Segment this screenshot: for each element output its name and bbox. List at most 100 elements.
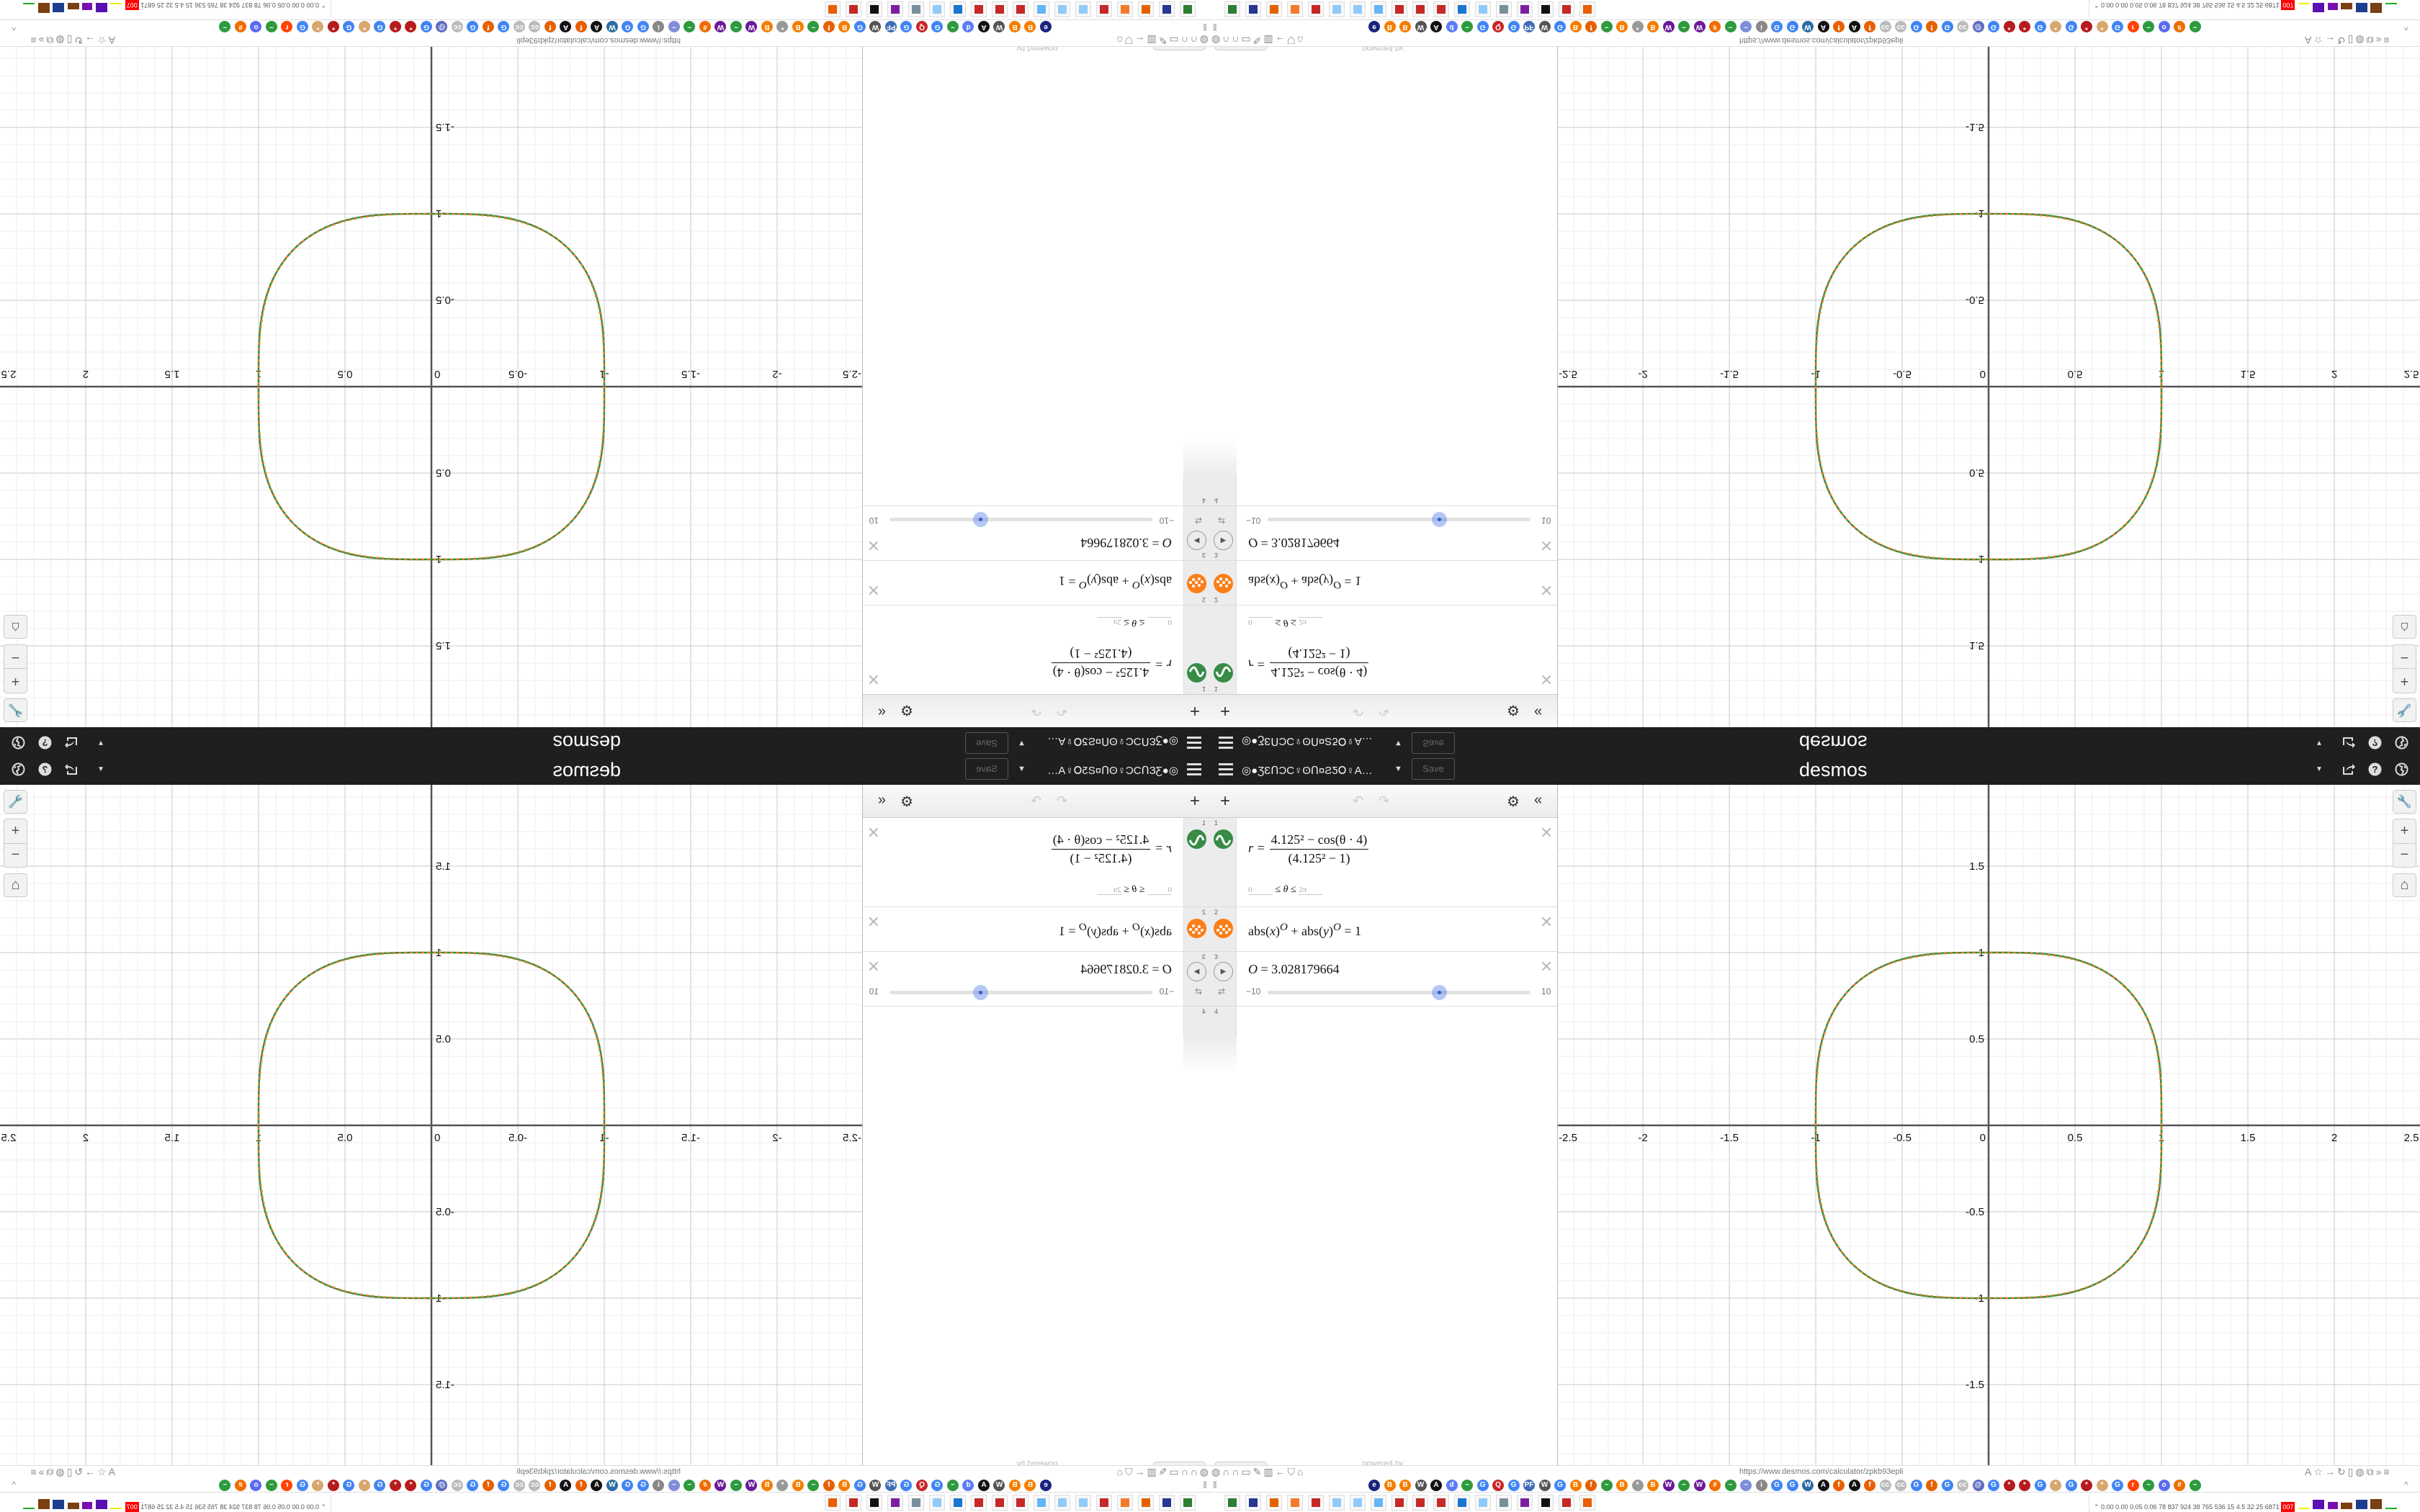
expression-formula[interactable]: r = 4.125² − cos(θ · 4) (4.125² − 1)	[1051, 832, 1172, 866]
domain-min-input[interactable]: 0	[1147, 617, 1172, 626]
bookmark-icon[interactable]: ~	[730, 1480, 742, 1491]
title-dropdown-icon[interactable]: ▼	[1394, 739, 1402, 747]
domain-max-input[interactable]: 2π	[1096, 886, 1121, 895]
implicit-curve-color-icon[interactable]	[1187, 574, 1206, 593]
star-icon[interactable]: ☆	[95, 35, 107, 46]
bookmark-icon[interactable]: ~	[1600, 1480, 1613, 1491]
domain-max-input[interactable]: 2π	[1299, 617, 1324, 626]
bookmark-icon[interactable]: W	[714, 1480, 727, 1491]
redo-button[interactable]: ↷	[1030, 793, 1041, 808]
delete-expression-icon[interactable]: ✕	[866, 958, 880, 976]
bookmark-icon[interactable]: ~	[1461, 21, 1473, 32]
bookmark-icon[interactable]: ~	[2189, 21, 2201, 32]
domain-min-input[interactable]: 0	[1248, 617, 1273, 626]
bookmark-icon[interactable]: W	[1662, 21, 1675, 32]
implicit-curve-color-icon[interactable]	[1214, 919, 1233, 938]
bookmark-icon[interactable]: *	[2096, 1480, 2108, 1491]
expression-formula[interactable]: abs(x)O + abs(y)O = 1	[1248, 922, 1361, 939]
bookmark-icon[interactable]: G	[421, 21, 432, 32]
bookmark-icon[interactable]: *	[359, 21, 370, 32]
slider-thumb[interactable]	[1431, 985, 1447, 1000]
loop-mode-icon[interactable]: ⇄	[1194, 516, 1202, 526]
bookmark-icon[interactable]: B	[1399, 21, 1411, 32]
bookmark-icon[interactable]: G	[1554, 21, 1566, 32]
bookmark-icon[interactable]: W	[606, 21, 618, 32]
forward-icon[interactable]: →	[2324, 35, 2337, 46]
play-slider-button[interactable]: ▶	[1214, 531, 1233, 550]
star-icon[interactable]: ☆	[95, 1466, 107, 1477]
bookmark-icon[interactable]: A	[1817, 1480, 1829, 1491]
bookmark-icon[interactable]: B	[1384, 1480, 1396, 1491]
delete-expression-icon[interactable]: ✕	[1540, 670, 1554, 688]
bookmark-icon[interactable]: Q	[916, 1480, 928, 1491]
slider-thumb[interactable]	[973, 512, 989, 527]
translate-icon[interactable]: A	[106, 1466, 115, 1477]
taskbar-app-icon[interactable]	[1308, 1495, 1324, 1511]
loop-mode-icon[interactable]: ⇄	[1218, 986, 1226, 996]
bookmark-icon[interactable]: A	[1848, 1480, 1860, 1491]
bookmark-icon[interactable]: f	[544, 21, 556, 32]
bookmark-icon[interactable]: *	[776, 21, 789, 32]
graph-settings-wrench-icon[interactable]: 🔧	[4, 790, 27, 814]
folder-icon[interactable]: ▭	[1167, 35, 1179, 46]
undo-button[interactable]: ↶	[1056, 793, 1067, 808]
account-dropdown-icon[interactable]: ▼	[97, 765, 104, 773]
bookmark-icon[interactable]: G	[2112, 21, 2123, 32]
bookmark-icon[interactable]: B	[1616, 21, 1628, 32]
share-icon[interactable]	[2342, 734, 2355, 750]
delete-expression-icon[interactable]: ✕	[1540, 581, 1554, 599]
bookmark-icon[interactable]: #	[2174, 1480, 2185, 1491]
bookmark-icon[interactable]: W	[1693, 1480, 1706, 1491]
menu-icon[interactable]	[1187, 763, 1201, 776]
expression-formula[interactable]: r = 4.125² − cos(θ · 4) (4.125² − 1)	[1248, 832, 1369, 866]
globe-icon[interactable]: ◍	[1211, 35, 1223, 46]
collapse-panel-button[interactable]: «	[1534, 792, 1543, 808]
bookmark-icon[interactable]: ~	[807, 21, 820, 32]
polar-curve-color-icon[interactable]	[1214, 663, 1233, 683]
bookmark-icon[interactable]: B	[792, 21, 804, 32]
delete-expression-icon[interactable]: ✕	[1540, 913, 1554, 931]
bookmark-icon[interactable]: PF	[885, 21, 897, 32]
bookmark-icon[interactable]: G	[1988, 1480, 1999, 1491]
bookmark-icon[interactable]: PF	[1523, 21, 1535, 32]
bookmark-icon[interactable]: G	[467, 21, 479, 32]
bookmark-icon[interactable]: @	[436, 1480, 448, 1491]
expression-row-4[interactable]: 4	[1210, 474, 1557, 505]
bookmark-icon[interactable]: ~	[730, 21, 742, 32]
settings-gear-icon[interactable]: ⚙	[900, 794, 913, 810]
bookmark-icon[interactable]: A	[1430, 1480, 1442, 1491]
bookmarks-overflow-caret-icon[interactable]: ^	[2404, 1480, 2408, 1490]
expression-row-4[interactable]: 4	[863, 1007, 1210, 1038]
taskbar-floppy-icon[interactable]	[1159, 1, 1175, 17]
bookmark-icon[interactable]: ~	[219, 21, 231, 32]
expression-row-2[interactable]: 2 ✕ abs(x)O + abs(y)O = 1	[1210, 907, 1557, 952]
bookmark-icon[interactable]: G	[1786, 1480, 1798, 1491]
bookmark-icon[interactable]: cc	[452, 1480, 463, 1491]
bookmark-icon[interactable]: G	[637, 21, 649, 32]
taskbar-terminal-icon[interactable]	[1180, 1, 1196, 17]
bookmark-icon[interactable]: ~	[1724, 21, 1736, 32]
headphones-icon[interactable]: ∩	[1222, 35, 1232, 46]
shield-icon[interactable]: ⛉	[1122, 1466, 1133, 1477]
taskbar-inkscape-icon[interactable]	[1538, 1, 1554, 17]
bookmark-icon[interactable]: @	[1972, 21, 1984, 32]
zoom-in-button[interactable]: +	[2393, 668, 2416, 693]
settings-gear-icon[interactable]: ⚙	[1507, 702, 1520, 718]
domain-max-input[interactable]: 2π	[1096, 617, 1121, 626]
bookmark-icon[interactable]: d	[1446, 21, 1458, 32]
bookmark-icon[interactable]: f	[1833, 1480, 1845, 1491]
bookmark-icon[interactable]: ~	[2143, 21, 2154, 32]
loop-mode-icon[interactable]: ⇄	[1194, 986, 1202, 996]
account-dropdown-icon[interactable]: ▼	[2316, 739, 2323, 747]
bookmark-icon[interactable]: W	[993, 1480, 1005, 1491]
bookmark-icon[interactable]: B	[761, 21, 773, 32]
bookmark-icon[interactable]: f	[1833, 21, 1845, 32]
taskbar-app-icon[interactable]	[1433, 1, 1449, 17]
menu-icon[interactable]	[1219, 763, 1233, 776]
bookmark-icon[interactable]: cc	[514, 1480, 525, 1491]
share-icon[interactable]	[65, 762, 78, 778]
bookmark-icon[interactable]: @	[436, 21, 448, 32]
loop-mode-icon[interactable]: ⇄	[1218, 516, 1226, 526]
default-viewport-home-icon[interactable]: ⌂	[2393, 873, 2416, 897]
bookmark-icon[interactable]: Q	[916, 21, 928, 32]
